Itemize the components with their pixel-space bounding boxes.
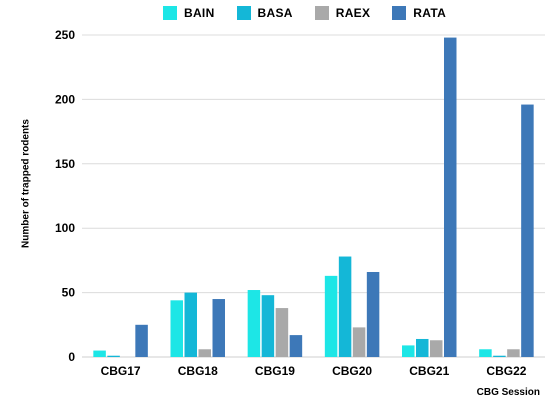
y-tick-label: 200: [55, 92, 75, 106]
bar-rata-cbg18: [212, 299, 225, 357]
legend-item-rata: RATA: [392, 6, 446, 20]
legend: BAIN BASA RAEX RATA: [163, 6, 468, 20]
legend-label-raex: RAEX: [335, 6, 371, 20]
y-tick-label: 50: [62, 286, 76, 300]
bar-basa-cbg17: [107, 355, 120, 357]
legend-swatch-basa: [236, 6, 251, 20]
bar-raex-cbg18: [198, 349, 211, 357]
bar-raex-cbg20: [352, 327, 366, 357]
legend-label-bain: BAIN: [184, 6, 215, 20]
bar-bain-cbg20: [324, 275, 338, 357]
bar-raex-cbg21: [430, 340, 443, 357]
y-tick-label: 0: [68, 350, 75, 364]
x-tick-label: CBG21: [409, 364, 449, 378]
x-tick-label: CBG20: [332, 364, 372, 378]
x-tick-label: CBG18: [178, 364, 218, 378]
bar-rata-cbg21: [444, 37, 457, 358]
legend-label-basa: BASA: [257, 6, 293, 20]
bar-raex-cbg22: [507, 349, 520, 357]
bar-rata-cbg17: [135, 324, 148, 357]
x-tick-label: CBG17: [101, 364, 141, 378]
legend-swatch-rata: [392, 6, 407, 20]
x-axis-title: CBG Session: [476, 387, 540, 398]
y-tick-label: 100: [55, 221, 75, 235]
legend-item-basa: BASA: [236, 6, 293, 20]
bar-rata-cbg20: [366, 271, 380, 357]
bar-rata-cbg22: [521, 104, 534, 357]
legend-item-raex: RAEX: [314, 6, 371, 20]
bar-basa-cbg19: [261, 295, 275, 357]
bar-basa-cbg22: [493, 355, 506, 357]
bar-bain-cbg21: [402, 345, 415, 357]
bar-bain-cbg22: [479, 349, 492, 357]
legend-swatch-raex: [314, 6, 329, 20]
bar-bain-cbg17: [93, 350, 106, 357]
bar-raex-cbg19: [275, 308, 289, 357]
bar-basa-cbg21: [416, 338, 429, 357]
bar-basa-cbg20: [338, 256, 352, 357]
bar-bain-cbg18: [170, 300, 183, 357]
y-tick-label: 150: [55, 157, 75, 171]
legend-swatch-bain: [163, 6, 177, 20]
legend-item-bain: BAIN: [163, 6, 215, 20]
x-tick-label: CBG19: [255, 364, 295, 378]
x-tick-label: CBG22: [486, 364, 526, 378]
bar-rata-cbg19: [289, 335, 303, 357]
y-axis-title: Number of trapped rodents: [20, 119, 32, 248]
bar-basa-cbg18: [184, 292, 197, 357]
legend-label-rata: RATA: [413, 6, 447, 20]
y-tick-label: 250: [55, 28, 75, 42]
bar-bain-cbg19: [247, 290, 261, 357]
